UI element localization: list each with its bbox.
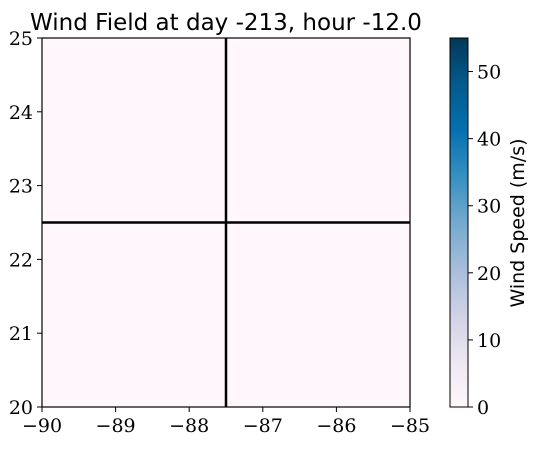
y-tick-label: 23 <box>9 176 33 198</box>
heatmap-cell <box>42 38 226 223</box>
y-tick-label: 21 <box>9 323 33 345</box>
colorbar-label: Wind Speed (m/s) <box>507 138 529 307</box>
y-tick-label: 24 <box>9 102 33 124</box>
x-tick-label: −85 <box>390 415 430 437</box>
x-tick-label: −86 <box>316 415 356 437</box>
x-tick-label: −88 <box>169 415 209 437</box>
plot-frame <box>41 37 411 408</box>
heatmap-cell <box>42 222 226 407</box>
plot-area: −90 −89 −88 −87 −86 −85 20 21 22 23 24 25 <box>9 28 430 437</box>
colorbar-tick-label: 0 <box>477 397 489 419</box>
colorbar-gradient <box>450 38 468 407</box>
heatmap-cell <box>226 38 410 223</box>
colorbar-ticks: 0 10 20 30 40 50 <box>468 62 501 419</box>
colorbar-frame <box>449 37 469 408</box>
y-tick-label: 20 <box>9 397 33 419</box>
heatmap-cell <box>226 222 410 407</box>
x-tick-label: −89 <box>96 415 136 437</box>
colorbar: 0 10 20 30 40 50 Wind Speed (m/s) <box>449 37 529 419</box>
y-axis: 20 21 22 23 24 25 <box>9 28 42 419</box>
colorbar-tick-label: 50 <box>477 62 501 84</box>
colorbar-tick-label: 30 <box>477 196 501 218</box>
x-tick-label: −90 <box>22 415 62 437</box>
y-tick-label: 25 <box>9 28 33 50</box>
x-axis: −90 −89 −88 −87 −86 −85 <box>22 407 430 437</box>
chart-title: Wind Field at day -213, hour -12.0 <box>30 10 422 36</box>
y-tick-label: 22 <box>9 249 33 271</box>
x-tick-label: −87 <box>243 415 283 437</box>
heatmap-cells <box>42 38 410 407</box>
colorbar-tick-label: 10 <box>477 330 501 352</box>
grid-lines <box>42 38 410 407</box>
colorbar-tick-label: 20 <box>477 263 501 285</box>
colorbar-tick-label: 40 <box>477 129 501 151</box>
